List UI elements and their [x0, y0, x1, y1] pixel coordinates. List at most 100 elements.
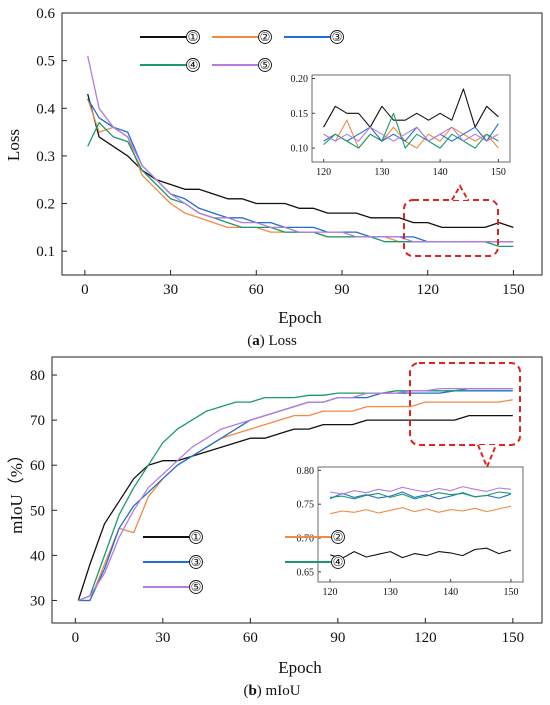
chart1-x-tick-label: 60: [249, 282, 264, 298]
chart1-inset-series-5-line: [323, 126, 499, 142]
chart2-x-tick-label: 150: [502, 630, 525, 646]
chart1-x-tick-label: 0: [81, 282, 89, 298]
chart2-inset-y-tick-label: 0.80: [297, 466, 315, 477]
chart2-y-tick-label: 60: [30, 458, 45, 474]
chart1-inset: 120 130 140 150 0.10 0.15 0.20: [291, 74, 511, 178]
chart1-legend-label-3: ③: [332, 30, 343, 44]
chart2-legend-marker-1: [189, 530, 203, 544]
chart1-inset-y-tick-label: 0.20: [291, 74, 309, 85]
chart2-caption: (b) mIoU: [243, 683, 300, 699]
chart1-legend-entry-4: ④: [140, 58, 200, 72]
chart2-zoom-callout-pointer: [477, 444, 497, 470]
chart1-inset-x-tick-label: 130: [374, 167, 389, 178]
chart1-legend-label-4: ④: [188, 58, 199, 72]
chart1-y-tick-label: 0.4: [36, 101, 55, 117]
chart1-inset-x-tick-label: 140: [433, 167, 448, 178]
chart1-legend-marker-2: [258, 30, 272, 44]
chart2-x-tick-label: 60: [243, 630, 258, 646]
chart2-legend-marker-5: [189, 580, 203, 594]
chart2-inset-series-5-line: [330, 486, 511, 495]
chart1-inset-y-tick-label: 0.15: [291, 109, 309, 120]
chart2-legend-entry-3: ③: [143, 555, 203, 569]
chart1-caption: (a) Loss: [247, 333, 297, 349]
chart1-inset-y-tick-label: 0.10: [291, 144, 309, 155]
chart1-legend-label-2: ②: [260, 30, 271, 44]
chart1-x-tick-label: 90: [335, 282, 350, 298]
chart2-inset-series-1-line: [329, 547, 512, 559]
chart1-x-tick-label: 150: [502, 282, 525, 298]
chart2-legend-label-3: ③: [191, 555, 202, 569]
chart2-legend-label-1: ①: [191, 530, 202, 544]
chart1-inset-x-tick-label: 120: [316, 167, 331, 178]
chart2-y-axis-label: mIoU（%）: [7, 446, 26, 534]
chart1-x-tick-label: 120: [416, 282, 439, 298]
chart2-legend-marker-2: [331, 530, 345, 544]
chart1-y-tick-label: 0.1: [36, 244, 55, 260]
chart2-inset-x-tick-label: 130: [383, 587, 398, 598]
chart2-panel: 0 30 60 90 120 150 30 40 50 60 70 80 Epoch mIoU（%） (b)…: [7, 356, 543, 699]
chart1-inset-frame: [311, 74, 511, 163]
chart1-legend-label-1: ①: [188, 30, 199, 44]
chart1-series-5-line: [87, 55, 514, 243]
chart1-legend-entry-5: ⑤: [212, 58, 272, 72]
chart2-legend-entry-2: ②: [285, 530, 345, 544]
chart2-legend-entry-5: ⑤: [143, 580, 203, 594]
chart2-inset-x-tick-label: 150: [503, 587, 518, 598]
chart1-inset-series-1-line: [323, 88, 499, 128]
chart1-caption-letter: a: [252, 333, 260, 349]
chart1-legend-entry-1: ①: [140, 30, 200, 44]
chart2-legend-marker-3: [189, 555, 203, 569]
chart1-zoom-callout-pointer: [451, 183, 469, 201]
chart2-series-4-line: [78, 387, 513, 602]
chart2-x-axis-label: Epoch: [278, 658, 322, 677]
chart2-legend-entry-1: ①: [143, 530, 203, 544]
chart2-inset-y-tick-label: 0.70: [297, 534, 315, 545]
chart2-legend-entry-4: ④: [285, 555, 345, 569]
chart1-y-tick-label: 0.3: [36, 149, 55, 165]
chart2-inset-x-tick-label: 140: [443, 587, 458, 598]
chart2-series-5-line: [78, 387, 513, 602]
chart2-x-tick-label: 90: [330, 630, 345, 646]
chart1-legend: ① ② ③ ④ ⑤: [140, 30, 344, 72]
chart1-inset-x-tick-label: 150: [491, 167, 506, 178]
chart1-y-tick-label: 0.6: [36, 6, 55, 22]
chart2-caption-letter: b: [248, 683, 256, 699]
chart2-inset-y-tick-label: 0.65: [297, 567, 315, 578]
chart2-plot-frame: [51, 356, 543, 624]
chart2-inset-x-tick-label: 120: [323, 587, 338, 598]
chart2-inset-series-4-line: [330, 491, 511, 500]
chart1-legend-marker-3: [330, 30, 344, 44]
chart2-y-tick-label: 70: [30, 413, 45, 429]
chart1-panel: 0 30 60 90 120 150 0.1 0.2 0.3 0.4 0.5 0.6 Epoch Loss…: [4, 6, 543, 349]
chart2-y-tick-label: 40: [30, 548, 45, 564]
chart2-y-tick-label: 50: [30, 503, 45, 519]
chart2-series-2-line: [78, 399, 513, 602]
chart2-legend-label-5: ⑤: [191, 580, 202, 594]
chart2-legend-label-2: ②: [333, 530, 344, 544]
chart1-inset-series-4-line: [323, 112, 499, 149]
chart1-legend-marker-5: [258, 58, 272, 72]
chart1-legend-label-5: ⑤: [260, 58, 271, 72]
chart1-plot-frame: [61, 12, 543, 276]
chart1-legend-entry-3: ③: [284, 30, 344, 44]
chart2-y-tick-label: 80: [30, 368, 45, 384]
chart2-x-tick-label: 0: [72, 630, 80, 646]
chart1-x-tick-label: 30: [163, 282, 178, 298]
chart1-legend-entry-2: ②: [212, 30, 272, 44]
chart2-inset-frame: [317, 466, 524, 583]
chart2-x-tick-label: 120: [414, 630, 437, 646]
chart1-y-tick-label: 0.2: [36, 197, 55, 213]
chart1-x-axis-label: Epoch: [278, 308, 322, 327]
chart1-y-axis-label: Loss: [4, 129, 23, 161]
chart1-legend-marker-1: [186, 30, 200, 44]
chart2-legend-label-4: ④: [333, 555, 344, 569]
chart1-legend-marker-4: [186, 58, 200, 72]
chart2-zoom-region-box: [409, 362, 521, 446]
chart2-legend-marker-4: [331, 555, 345, 569]
chart2-x-tick-label: 30: [155, 630, 170, 646]
chart2-y-tick-label: 30: [30, 593, 45, 609]
chart2-inset-y-tick-label: 0.75: [297, 500, 315, 511]
chart2-inset-series-2-line: [329, 505, 512, 515]
chart2-legend: ① ② ③ ④ ⑤: [143, 530, 345, 594]
